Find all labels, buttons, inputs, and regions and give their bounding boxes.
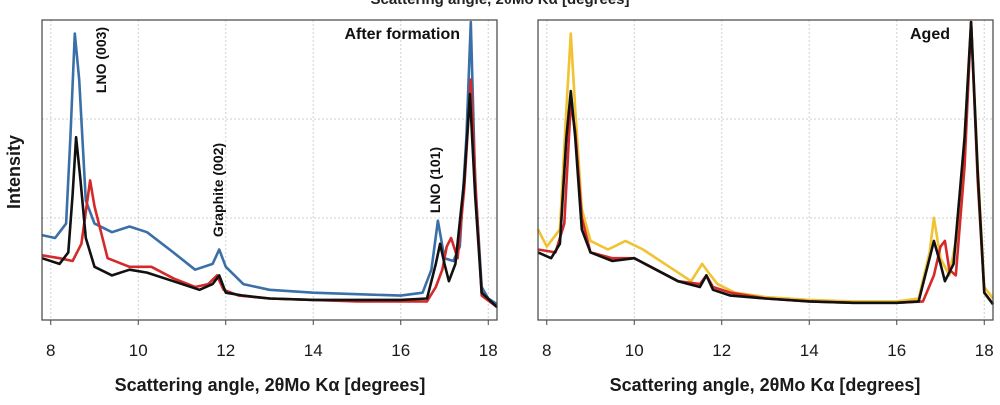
- panel-title-left: After formation: [344, 26, 460, 43]
- gridlines-right: [538, 20, 993, 320]
- x-tick-label: 16: [391, 341, 410, 360]
- annotation-lno-003: LNO (003): [93, 27, 109, 93]
- plot-lines-right: [536, 20, 995, 305]
- x-ticks-left: 8 10 12 14 16 18: [46, 320, 498, 360]
- gridlines-left: [42, 20, 497, 320]
- x-tick-label: 18: [479, 341, 498, 360]
- plot-lines-left: [41, 20, 498, 309]
- annotation-graphite-002: Graphite (002): [210, 143, 226, 237]
- panel-after-formation: 8 10 12 14 16 18 After formation LNO (003) Gr…: [41, 19, 498, 395]
- x-axis-title-right: Scattering angle, 2θMo Kα [degrees]: [610, 375, 921, 395]
- y-axis-title: Intensity: [4, 135, 24, 209]
- panel-title-right: Aged: [910, 26, 950, 43]
- series-line-2: [537, 20, 995, 305]
- x-tick-label: 14: [304, 341, 323, 360]
- x-tick-label: 10: [129, 341, 148, 360]
- x-axis-title-left: Scattering angle, 2θMo Kα [degrees]: [115, 375, 426, 395]
- x-ticks-right: 8 10 12 14 16 18: [542, 320, 994, 360]
- series-line-2: [41, 92, 498, 309]
- x-tick-label: 14: [800, 341, 819, 360]
- panel-aged: 8 10 12 14 16 18 Aged Scattering angle, 2θMo …: [536, 19, 995, 395]
- x-tick-label: 10: [625, 341, 644, 360]
- x-tick-label: 12: [216, 341, 235, 360]
- series-line-1: [537, 20, 995, 305]
- x-tick-label: 16: [887, 341, 906, 360]
- annotation-lno-101: LNO (101): [427, 147, 443, 213]
- x-tick-label: 12: [712, 341, 731, 360]
- x-tick-label: 8: [46, 341, 55, 360]
- x-tick-label: 18: [975, 341, 994, 360]
- plot-frame-left: [41, 19, 498, 321]
- x-tick-label: 8: [542, 341, 551, 360]
- plot-frame-right: [537, 19, 994, 321]
- top-title-fragment: Scattering angle, 2θMo Kα [degrees]: [370, 0, 629, 8]
